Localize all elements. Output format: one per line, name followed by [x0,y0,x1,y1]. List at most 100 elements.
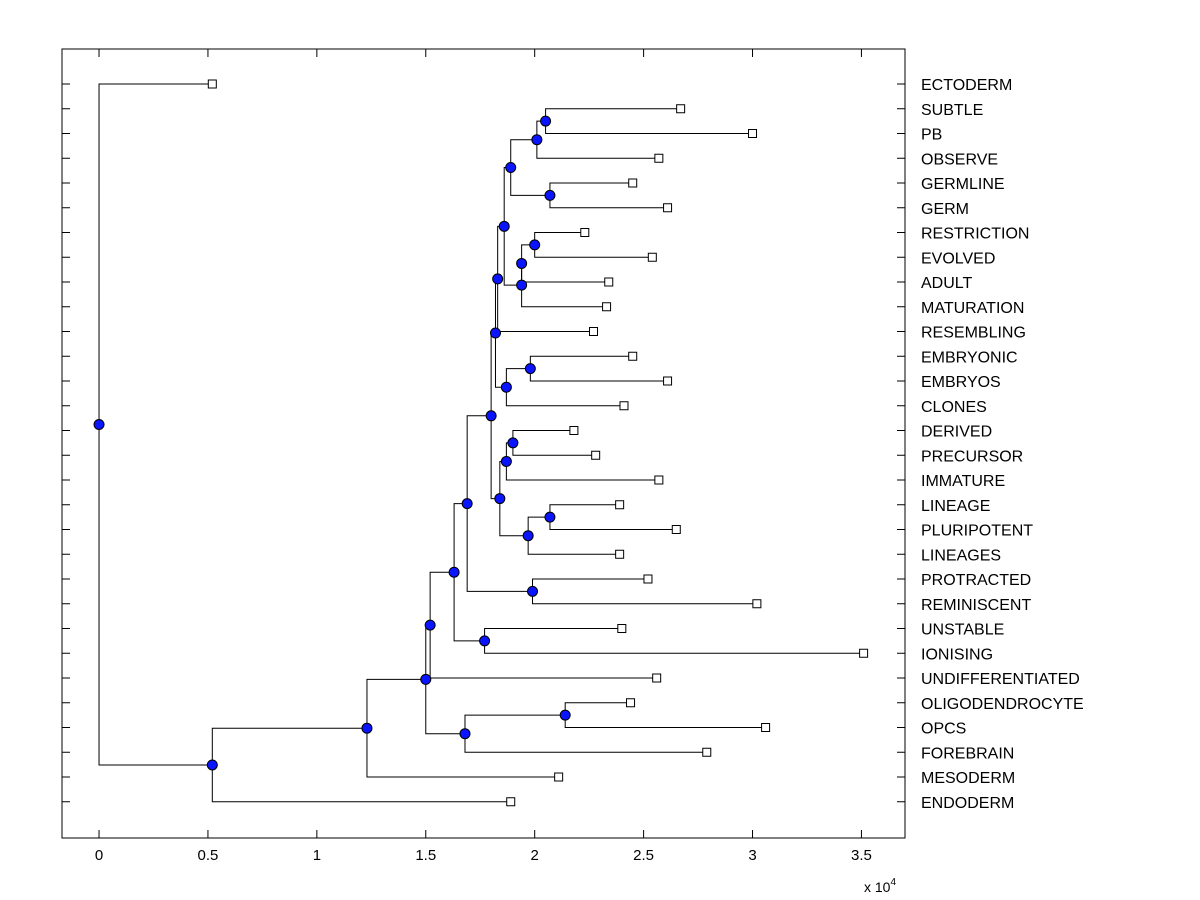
leaf-label: ECTODERM [921,77,1012,94]
leaf-label: DERIVED [921,424,992,441]
merge-node [544,511,556,523]
merge-node [424,619,436,631]
leaf-marker [752,599,762,609]
leaf-marker [859,648,869,658]
leaf-label: UNDIFFERENTIATED [921,671,1080,688]
leaf-label: EVOLVED [921,250,995,267]
tree-branch [499,498,529,537]
leaf-label: PROTRACTED [921,572,1031,589]
leaf-label: EMBRYONIC [921,349,1018,366]
leaf-marker [654,475,664,485]
leaf-label: GERM [921,201,969,218]
leaf-label: IONISING [921,646,993,663]
leaf-marker [676,104,686,114]
merge-node [540,115,552,127]
leaf-label: IMMATURE [921,473,1005,490]
leaf-marker [580,228,590,237]
merge-node [529,239,541,251]
leaf-marker [647,252,657,262]
plot-frame [61,48,906,839]
merge-node [559,709,571,721]
tree-branch [503,226,522,286]
leaf-label: LINEAGES [921,547,1001,564]
leaf-label: UNSTABLE [921,622,1004,639]
x-axis-tick-label: 3.5 [851,847,872,864]
tree-branch [505,461,659,481]
leaf-marker [652,673,662,683]
x-axis-tick-label: 1.5 [415,847,436,864]
tree-branch [505,387,624,407]
merge-node [544,189,556,201]
leaf-marker [626,698,636,708]
tree-branch [366,678,426,729]
leaf-marker [643,574,653,584]
leaf-label: MESODERM [921,770,1015,787]
leaf-label: PRECURSOR [921,448,1023,465]
x-axis-tick-label: 0.5 [198,847,219,864]
tree-branch [425,679,465,735]
leaf-marker [761,723,771,732]
x-axis-multiplier-base: x 10 [864,879,891,895]
leaf-marker [671,525,681,534]
leaf-marker [619,401,629,411]
merge-node [516,279,528,291]
merge-node [500,381,512,393]
leaf-marker [702,747,712,757]
x-axis-tick-label: 2 [531,847,539,864]
merge-node [498,220,510,232]
tree-branch [98,83,213,425]
leaf-label: ADULT [921,275,972,292]
leaf-label: PLURIPOTENT [921,523,1033,540]
tree-branch [527,516,550,536]
leaf-label: OBSERVE [921,151,998,168]
leaf-label: MATURATION [921,300,1024,317]
merge-node [206,759,218,771]
leaf-marker [617,624,627,633]
merge-node [420,673,432,685]
leaf-label: LINEAGE [921,498,990,515]
tree-branch [510,167,550,196]
x-axis-ticks: 0 0.5 1 1.5 2 2.5 3 3.5 [95,49,872,864]
merge-node [93,418,105,430]
internal-nodes [93,115,571,771]
leaf-label: REMINISCENT [921,597,1031,614]
merge-node [500,455,512,467]
x-axis-tick-label: 2.5 [633,847,654,864]
tree-branch [464,714,566,734]
tree-branch [466,503,533,592]
merge-node [527,585,539,597]
merge-node [485,410,497,422]
merge-node [522,530,534,542]
leaf-marker [207,79,217,89]
leaf-markers [207,79,869,807]
leaf-marker [748,129,758,138]
tree-branch [464,733,707,753]
tree-branch [510,139,537,168]
tree-branch [429,571,455,626]
leaf-marker [654,153,664,163]
x-axis-multiplier: x 104 [864,877,896,895]
y-axis-ticks [62,83,905,803]
merge-node [505,162,517,174]
tree-branch [366,728,559,778]
merge-node [361,722,373,734]
merge-node [479,635,491,647]
leaf-marker [569,426,579,435]
leaf-marker [506,797,516,807]
leaf-marker [589,327,599,336]
merge-node [448,566,460,578]
merge-node [531,134,543,146]
leaf-marker [615,549,625,559]
tree-branch [536,139,659,159]
merge-node [459,728,471,740]
merge-node [489,327,501,339]
leaf-label: CLONES [921,399,987,416]
tree-branch [527,535,620,555]
tree-branch [505,368,531,388]
merge-node [516,257,528,269]
leaf-label: OPCS [921,721,966,738]
merge-node [507,437,519,449]
x-axis-tick-label: 1 [313,847,321,864]
leaf-label: ENDODERM [921,795,1014,812]
